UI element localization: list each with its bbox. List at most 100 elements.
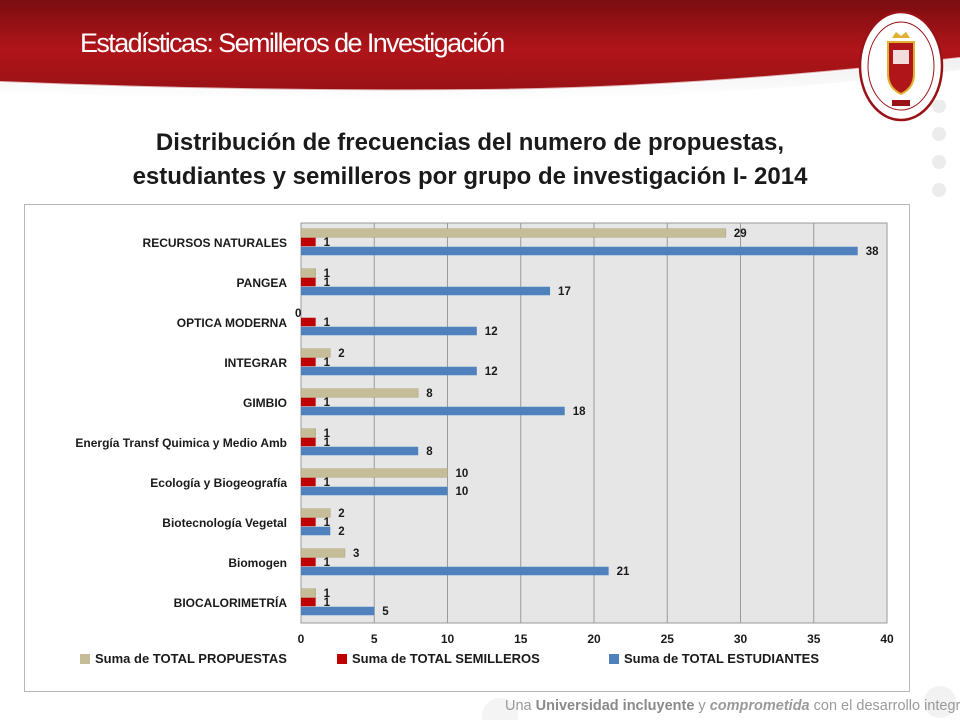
bar (301, 246, 858, 256)
bar (301, 326, 477, 336)
footer-part-3: y (694, 698, 710, 714)
data-label: 2 (338, 526, 344, 538)
data-label: 12 (485, 366, 498, 378)
data-label: 10 (456, 468, 469, 480)
bar (301, 486, 448, 496)
decorative-dots (924, 99, 954, 210)
data-label: 1 (324, 437, 331, 449)
x-tick-label: 20 (587, 632, 601, 646)
legend-swatch (80, 654, 90, 664)
legend: Suma de TOTAL PROPUESTAS Suma de TOTAL SE… (80, 651, 819, 666)
bar (301, 517, 316, 527)
legend-label: Suma de TOTAL PROPUESTAS (95, 651, 287, 666)
bar (301, 286, 551, 296)
data-label: 12 (485, 326, 498, 338)
data-label: 1 (324, 477, 331, 489)
data-label: 1 (324, 428, 331, 440)
data-label: 29 (734, 228, 747, 240)
bar (301, 237, 316, 247)
category-label: Energía Transf Quimica y Medio Amb (75, 436, 287, 450)
bar (301, 397, 316, 407)
chart-frame: 0 5 10 15 20 25 30 35 40 RECURSOS NATURALES 29 1 38 P… (24, 204, 910, 692)
bar (301, 597, 316, 607)
bar (301, 606, 375, 616)
bar (301, 557, 316, 567)
category-label: Ecología y Biogeografía (150, 476, 287, 490)
data-label: 38 (866, 246, 879, 258)
data-label: 8 (426, 446, 433, 458)
data-label: 8 (426, 388, 433, 400)
bars (300, 228, 858, 616)
bar (300, 228, 727, 238)
footer-part-2: Universidad incluyente (535, 698, 695, 714)
data-label: 18 (573, 406, 586, 418)
slide-title: Estadísticas: Semilleros de Investigació… (80, 28, 505, 58)
x-tick-label: 30 (734, 632, 748, 646)
data-label: 5 (382, 606, 389, 618)
category-label: GIMBIO (243, 396, 287, 410)
bar (301, 357, 316, 367)
data-label: 1 (324, 597, 331, 609)
bar (301, 566, 609, 576)
legend-swatch (337, 654, 347, 664)
category-label: RECURSOS NATURALES (143, 236, 287, 250)
data-label: 2 (338, 508, 344, 520)
legend-label: Suma de TOTAL SEMILLEROS (352, 651, 540, 666)
data-label: 3 (353, 548, 359, 560)
category-label: PANGEA (237, 276, 288, 290)
data-label: 1 (324, 517, 331, 529)
data-label: 1 (324, 237, 331, 249)
bar (301, 317, 316, 327)
bar (300, 468, 448, 478)
footer-decoration (440, 680, 960, 725)
legend-swatch (609, 654, 619, 664)
footer-part-5: con el desarrollo integral (809, 698, 960, 714)
data-label: 1 (324, 357, 331, 369)
footer-part-4: comprometida (709, 698, 810, 714)
footer-part-1: Una (505, 698, 536, 714)
bar (301, 477, 316, 487)
x-tick-label: 40 (880, 632, 894, 646)
heading-line-1: Distribución de frecuencias del numero d… (155, 129, 785, 156)
bar (301, 526, 331, 536)
data-label: 1 (324, 317, 331, 329)
bar (300, 388, 419, 398)
x-tick-label: 10 (441, 632, 455, 646)
bar (301, 437, 316, 447)
data-label: 2 (338, 348, 344, 360)
data-label: 1 (324, 268, 331, 280)
heading-line-2: estudiantes y semilleros por grupo de in… (132, 163, 808, 190)
x-tick-label: 15 (514, 632, 528, 646)
bar (301, 446, 419, 456)
x-tick-label: 5 (371, 632, 378, 646)
x-tick-label: 0 (298, 632, 305, 646)
category-label: BIOCALORIMETRÍA (174, 595, 288, 610)
category-label: Biotecnología Vegetal (162, 516, 287, 530)
x-tick-label: 25 (661, 632, 675, 646)
data-label: 10 (456, 486, 469, 498)
data-label: 1 (324, 397, 331, 409)
header-banner: Estadísticas: Semilleros de Investigació… (0, 0, 960, 130)
data-label: 1 (324, 277, 331, 289)
bar (300, 348, 331, 358)
data-label: 0 (295, 308, 301, 320)
bar (300, 588, 316, 598)
legend-label: Suma de TOTAL ESTUDIANTES (624, 651, 819, 666)
university-seal-logo (858, 8, 944, 124)
category-label: INTEGRAR (224, 356, 287, 370)
x-tick-label: 35 (807, 632, 821, 646)
bar (301, 366, 477, 376)
data-label: 21 (617, 566, 630, 578)
category-label: OPTICA MODERNA (177, 316, 288, 330)
bar (300, 508, 331, 518)
bar (301, 406, 565, 416)
data-label: 1 (324, 588, 331, 600)
footer-slogan: Una Universidad incluyente y comprometid… (505, 698, 960, 714)
chart-heading: Distribución de frecuencias del numero d… (40, 126, 900, 194)
data-label: 17 (558, 286, 571, 298)
bar (301, 277, 316, 287)
category-label: Biomogen (228, 556, 287, 570)
bar (300, 428, 316, 438)
